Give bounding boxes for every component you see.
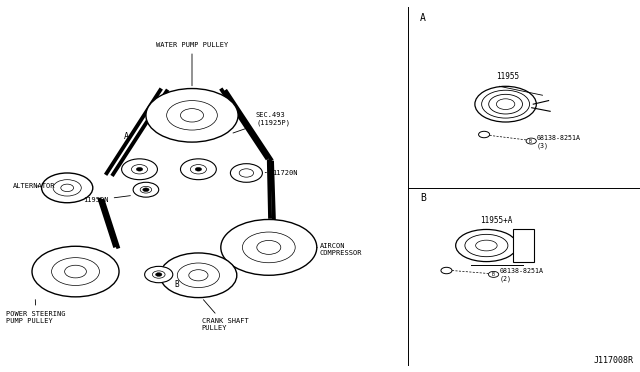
Circle shape [195, 167, 202, 171]
Text: 11720N: 11720N [265, 170, 298, 176]
Text: 08138-8251A
(3): 08138-8251A (3) [537, 135, 581, 148]
Circle shape [479, 131, 490, 138]
Text: B: B [174, 280, 179, 289]
Circle shape [230, 164, 262, 182]
Circle shape [52, 258, 99, 285]
Text: A: A [420, 13, 426, 23]
Text: WATER PUMP PULLEY: WATER PUMP PULLEY [156, 42, 228, 86]
Circle shape [32, 246, 119, 297]
Circle shape [143, 188, 149, 192]
Circle shape [497, 99, 515, 109]
Circle shape [441, 267, 452, 274]
Text: 11955: 11955 [497, 72, 520, 81]
Circle shape [180, 159, 216, 180]
Circle shape [190, 164, 207, 174]
Circle shape [146, 89, 238, 142]
Circle shape [475, 86, 536, 122]
Circle shape [482, 90, 529, 118]
Circle shape [133, 182, 159, 197]
Circle shape [189, 270, 208, 281]
Text: B: B [529, 138, 532, 144]
Circle shape [257, 240, 281, 254]
Text: 11950N: 11950N [83, 196, 131, 203]
Circle shape [239, 169, 253, 177]
Text: AIRCON
COMPRESSOR: AIRCON COMPRESSOR [317, 243, 362, 256]
Text: B: B [491, 272, 494, 277]
Circle shape [61, 184, 74, 192]
Circle shape [160, 253, 237, 298]
Text: B: B [420, 193, 426, 203]
Ellipse shape [456, 230, 517, 262]
Text: 08138-8251A
(2): 08138-8251A (2) [499, 268, 543, 282]
Circle shape [166, 100, 218, 130]
Circle shape [156, 273, 162, 276]
Circle shape [488, 272, 499, 278]
Circle shape [42, 173, 93, 203]
Circle shape [65, 265, 86, 278]
Ellipse shape [465, 234, 508, 257]
Circle shape [180, 109, 204, 122]
Circle shape [136, 167, 143, 171]
Circle shape [489, 94, 522, 114]
Circle shape [221, 219, 317, 275]
Circle shape [122, 159, 157, 180]
Text: J117008R: J117008R [594, 356, 634, 365]
Circle shape [152, 271, 165, 278]
Ellipse shape [476, 240, 497, 251]
Text: SEC.493
(11925P): SEC.493 (11925P) [233, 112, 290, 133]
Text: 11955+A: 11955+A [480, 216, 513, 225]
Text: ALTERNATOR: ALTERNATOR [13, 183, 55, 189]
Circle shape [53, 180, 81, 196]
Circle shape [140, 186, 152, 193]
Circle shape [526, 138, 536, 144]
Circle shape [243, 232, 295, 263]
Text: CRANK SHAFT
PULLEY: CRANK SHAFT PULLEY [202, 300, 248, 331]
Circle shape [177, 263, 220, 288]
FancyBboxPatch shape [513, 230, 534, 262]
Circle shape [145, 266, 173, 283]
Text: POWER STEERING
PUMP PULLEY: POWER STEERING PUMP PULLEY [6, 299, 66, 324]
Circle shape [131, 164, 148, 174]
Text: A: A [124, 132, 129, 141]
